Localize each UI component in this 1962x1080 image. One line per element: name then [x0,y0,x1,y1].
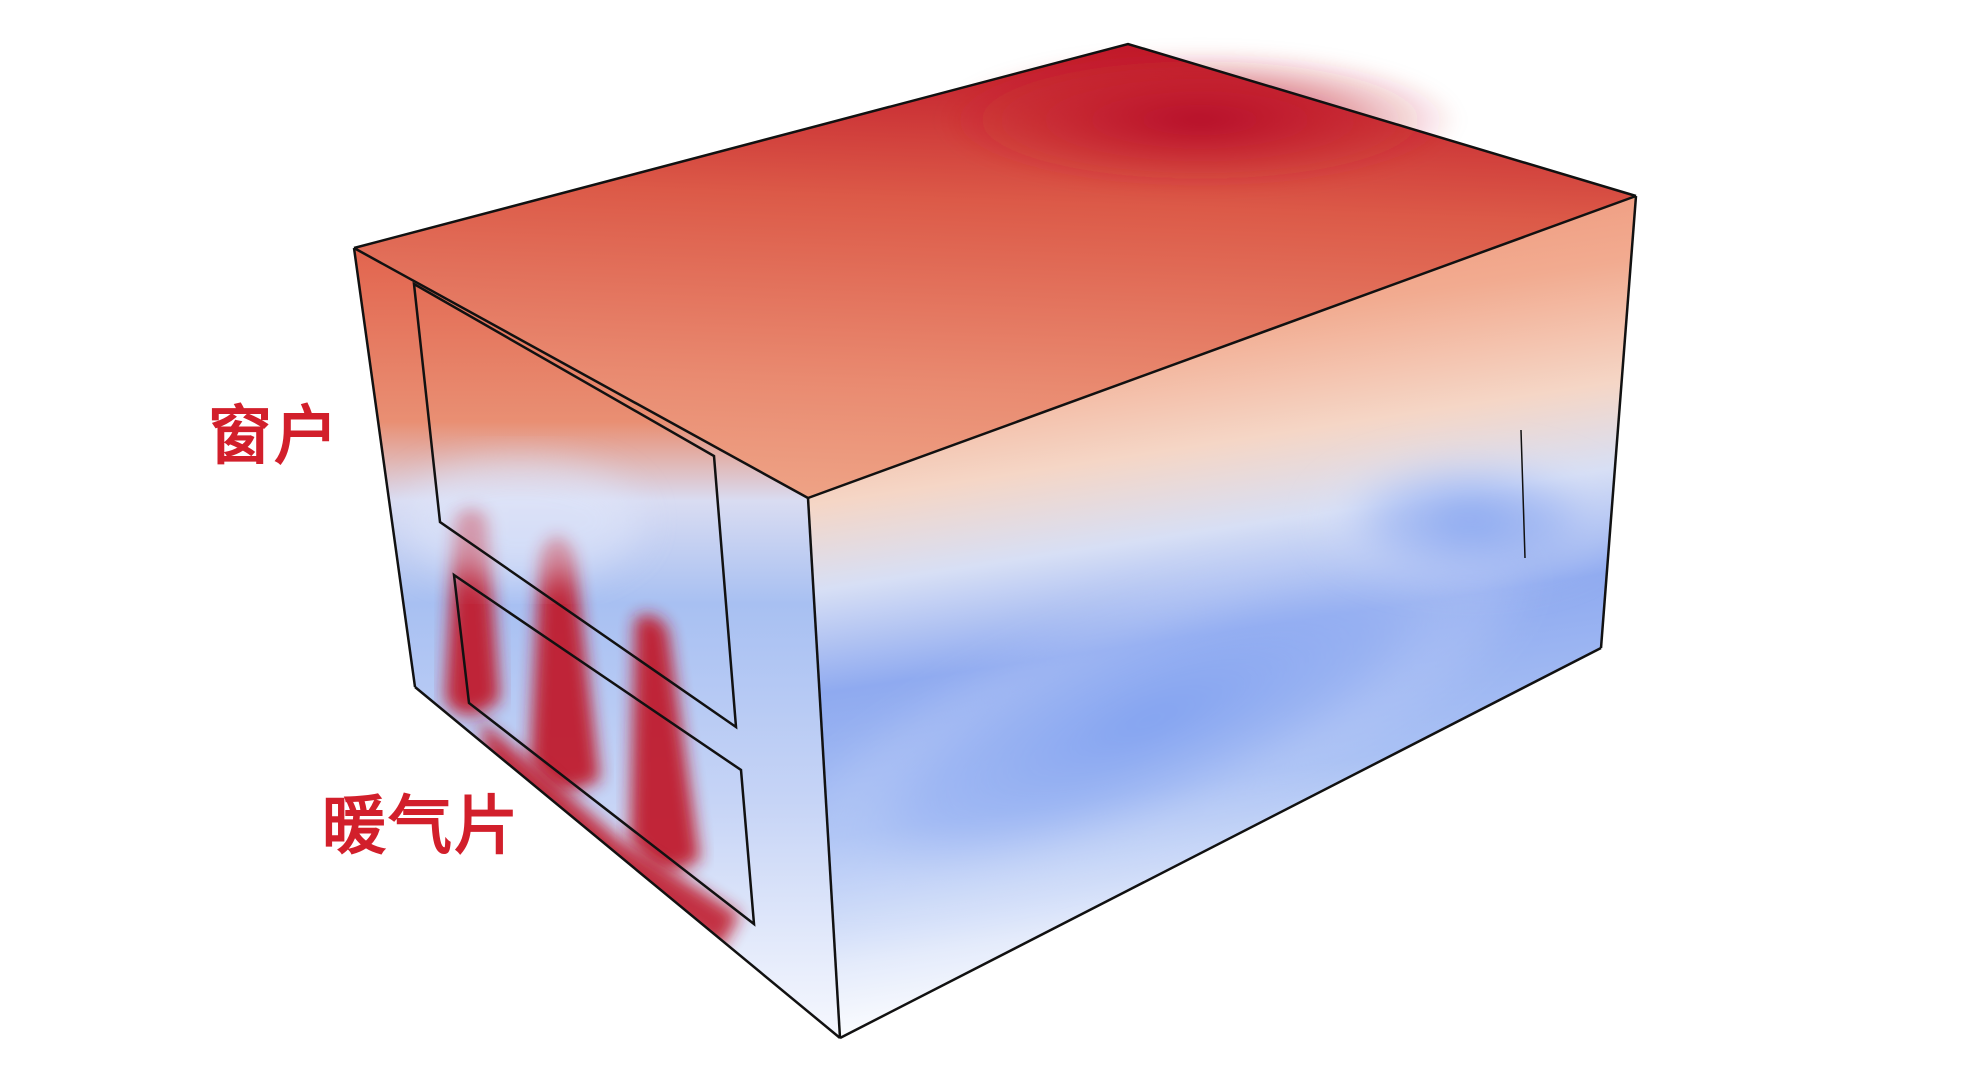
cold-zone-right [1310,450,1630,590]
box-edges [352,42,1638,1040]
window-label: 窗户 [208,399,340,474]
cold-zone [808,527,1543,913]
radiator-heat-plumes [400,460,740,950]
radiator-outline [452,572,756,927]
left-face [354,248,840,1038]
radiator-label: 暖气片 [322,789,520,864]
window-outline [412,281,738,730]
hot-zone-back [940,50,1460,190]
